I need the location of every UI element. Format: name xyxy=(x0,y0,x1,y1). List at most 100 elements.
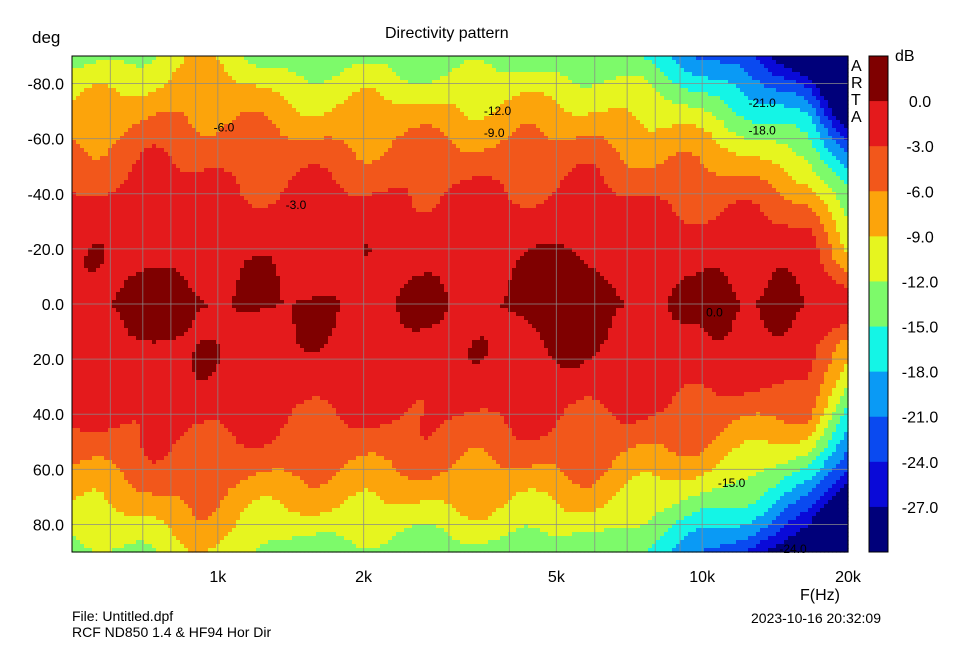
heatmap-cell xyxy=(200,516,205,521)
heatmap-cell xyxy=(192,336,197,341)
heatmap-cell xyxy=(196,452,201,457)
heatmap-cell xyxy=(200,408,205,413)
heatmap-cell xyxy=(196,532,201,537)
heatmap-cell xyxy=(224,176,229,181)
heatmap-cell xyxy=(212,464,217,469)
heatmap-cell xyxy=(180,532,185,537)
heatmap-cell xyxy=(208,544,213,549)
heatmap-cell xyxy=(164,96,169,101)
heatmap-cell xyxy=(100,320,105,325)
heatmap-cell xyxy=(228,104,233,109)
heatmap-cell xyxy=(228,372,233,377)
heatmap-cell xyxy=(156,428,161,433)
heatmap-cell xyxy=(88,332,93,337)
heatmap-cell xyxy=(200,444,205,449)
heatmap-cell xyxy=(184,452,189,457)
heatmap-cell xyxy=(96,200,101,205)
heatmap-cell xyxy=(208,144,213,149)
heatmap-cell xyxy=(100,536,105,541)
heatmap-cell xyxy=(120,388,125,393)
heatmap-cell xyxy=(176,220,181,225)
heatmap-cell xyxy=(132,356,137,361)
heatmap-cell xyxy=(164,248,169,253)
heatmap-cell xyxy=(148,492,153,497)
heatmap-cell xyxy=(184,456,189,461)
heatmap-cell xyxy=(224,228,229,233)
heatmap-cell xyxy=(132,96,137,101)
heatmap-cell xyxy=(84,312,89,317)
heatmap-cell xyxy=(100,240,105,245)
heatmap-cell xyxy=(152,124,157,129)
heatmap-cell xyxy=(132,264,137,269)
heatmap-cell xyxy=(100,476,105,481)
heatmap-cell xyxy=(128,472,133,477)
heatmap-cell xyxy=(84,340,89,345)
heatmap-cell xyxy=(96,256,101,261)
heatmap-cell xyxy=(212,184,217,189)
heatmap-cell xyxy=(120,304,125,309)
heatmap-cell xyxy=(152,256,157,261)
heatmap-cell xyxy=(156,396,161,401)
heatmap-cell xyxy=(184,148,189,153)
heatmap-cell xyxy=(160,268,165,273)
heatmap-cell xyxy=(212,348,217,353)
heatmap-cell xyxy=(224,460,229,465)
heatmap-cell xyxy=(192,348,197,353)
heatmap-cell xyxy=(80,100,85,105)
heatmap-cell xyxy=(204,444,209,449)
heatmap-cell xyxy=(152,132,157,137)
heatmap-cell xyxy=(208,512,213,517)
heatmap-cell xyxy=(112,172,117,177)
heatmap-cell xyxy=(124,128,129,133)
heatmap-cell xyxy=(160,112,165,117)
heatmap-cell xyxy=(84,204,89,209)
heatmap-cell xyxy=(96,112,101,117)
heatmap-cell xyxy=(96,496,101,501)
heatmap-cell xyxy=(116,332,121,337)
heatmap-cell xyxy=(160,152,165,157)
heatmap-cell xyxy=(212,528,217,533)
heatmap-cell xyxy=(80,512,85,517)
heatmap-cell xyxy=(200,276,205,281)
heatmap-cell xyxy=(124,512,129,517)
heatmap-cell xyxy=(164,460,169,465)
heatmap-cell xyxy=(232,100,237,105)
heatmap-cell xyxy=(212,176,217,181)
heatmap-cell xyxy=(152,296,157,301)
heatmap-cell xyxy=(204,468,209,473)
heatmap-cell xyxy=(104,244,109,249)
heatmap-cell xyxy=(208,244,213,249)
heatmap-cell xyxy=(88,544,93,549)
heatmap-cell xyxy=(224,256,229,261)
heatmap-cell xyxy=(184,312,189,317)
heatmap-cell xyxy=(116,476,121,481)
heatmap-cell xyxy=(76,264,81,269)
heatmap-cell xyxy=(196,320,201,325)
heatmap-cell xyxy=(80,180,85,185)
heatmap-cell xyxy=(120,512,125,517)
heatmap-cell xyxy=(160,520,165,525)
heatmap-cell xyxy=(188,204,193,209)
heatmap-cell xyxy=(208,532,213,537)
heatmap-cell xyxy=(92,400,97,405)
heatmap-cell xyxy=(92,268,97,273)
heatmap-cell xyxy=(80,140,85,145)
heatmap-cell xyxy=(92,280,97,285)
heatmap-cell xyxy=(208,460,213,465)
heatmap-cell xyxy=(92,528,97,533)
heatmap-cell xyxy=(164,244,169,249)
heatmap-cell xyxy=(176,488,181,493)
heatmap-cell xyxy=(152,108,157,113)
heatmap-cell xyxy=(160,188,165,193)
heatmap-cell xyxy=(172,216,177,221)
heatmap-cell xyxy=(220,332,225,337)
heatmap-cell xyxy=(224,168,229,173)
heatmap-cell xyxy=(112,260,117,265)
heatmap-cell xyxy=(92,424,97,429)
heatmap-cell xyxy=(104,128,109,133)
heatmap-cell xyxy=(156,76,161,81)
heatmap-cell xyxy=(188,188,193,193)
heatmap-cell xyxy=(180,296,185,301)
heatmap-cell xyxy=(84,488,89,493)
heatmap-cell xyxy=(148,124,153,129)
